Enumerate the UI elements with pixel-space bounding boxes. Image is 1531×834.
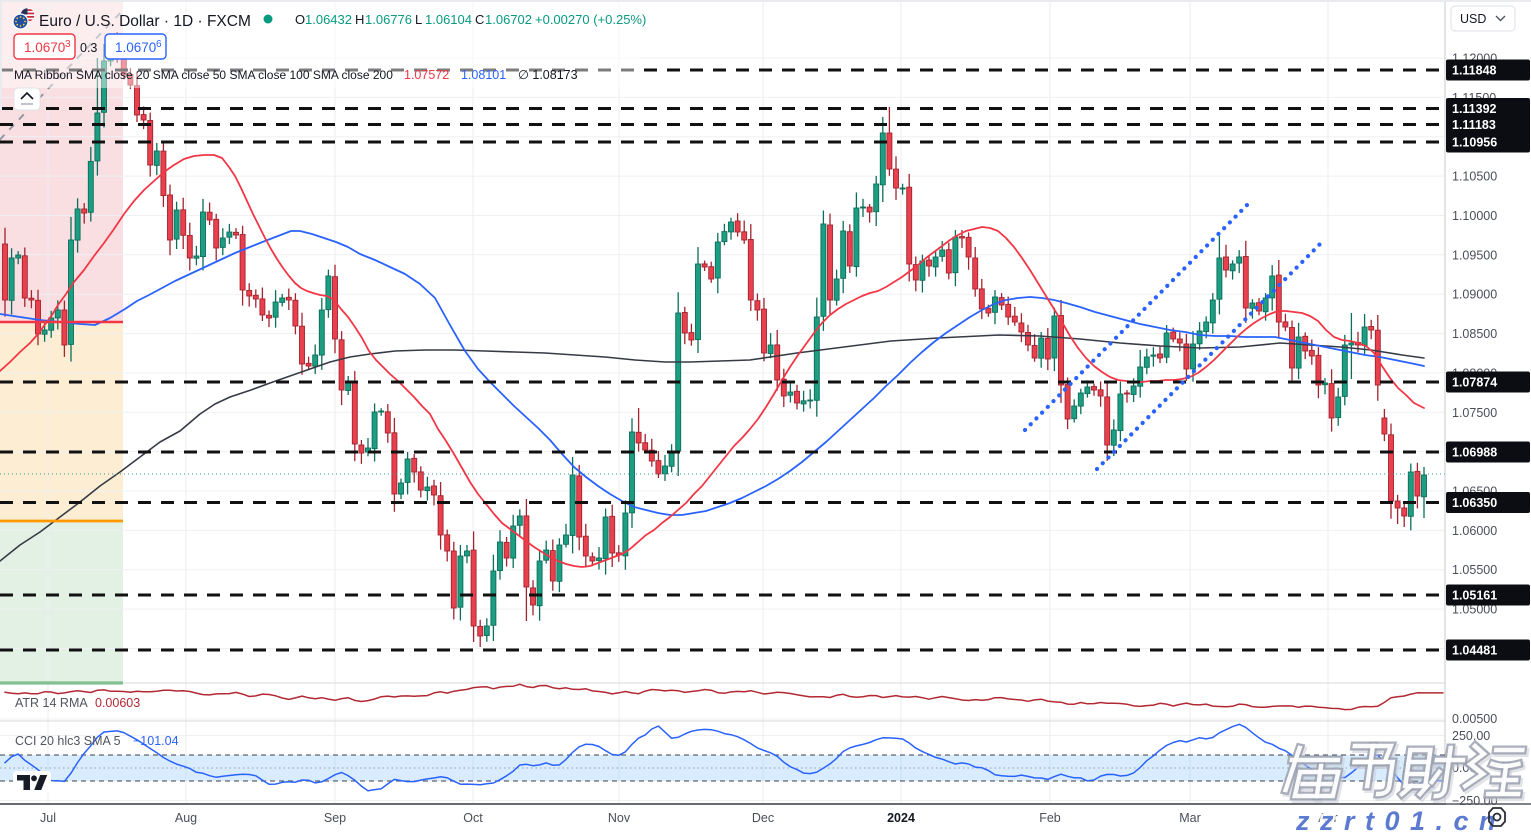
svg-text:Dec: Dec	[752, 811, 774, 825]
svg-text:+0.00270 (+0.25%): +0.00270 (+0.25%)	[535, 12, 646, 27]
svg-text:Apr: Apr	[1318, 811, 1337, 825]
svg-text:2024: 2024	[887, 811, 915, 825]
svg-text:−101.04: −101.04	[133, 734, 179, 748]
svg-text:∅ 1.08173: ∅ 1.08173	[518, 68, 578, 82]
svg-text:1.08101: 1.08101	[461, 68, 506, 82]
svg-text:1.10000: 1.10000	[1452, 209, 1497, 223]
svg-text:Mar: Mar	[1179, 811, 1201, 825]
svg-text:1.06350: 1.06350	[1452, 496, 1497, 510]
svg-text:1.10956: 1.10956	[1452, 136, 1497, 150]
svg-text:L: L	[415, 12, 422, 27]
svg-text:1.06104: 1.06104	[425, 12, 472, 27]
svg-text:z z r t 0 1 . c n: z z r t 0 1 . c n	[1295, 806, 1497, 834]
svg-text:1.06702: 1.06702	[485, 12, 532, 27]
svg-text:Feb: Feb	[1039, 811, 1061, 825]
svg-text:Jul: Jul	[40, 811, 56, 825]
svg-text:1.0670: 1.0670	[115, 40, 156, 55]
svg-text:0.00603: 0.00603	[95, 696, 140, 710]
svg-text:0.3: 0.3	[80, 41, 97, 55]
svg-text:1.06432: 1.06432	[305, 12, 352, 27]
svg-text:1.07500: 1.07500	[1452, 406, 1497, 420]
svg-text:1.09500: 1.09500	[1452, 248, 1497, 262]
svg-text:Euro / U.S. Dollar · 1D · FXCM: Euro / U.S. Dollar · 1D · FXCM	[39, 13, 251, 30]
svg-text:Aug: Aug	[175, 811, 197, 825]
svg-text:1.04481: 1.04481	[1452, 644, 1497, 658]
svg-text:Sep: Sep	[324, 811, 346, 825]
svg-text:0.00500: 0.00500	[1452, 712, 1497, 726]
svg-text:1.07572: 1.07572	[404, 68, 449, 82]
svg-text:1.05161: 1.05161	[1452, 589, 1497, 603]
svg-text:6: 6	[156, 39, 162, 50]
svg-text:250.00: 250.00	[1452, 729, 1490, 743]
svg-text:3: 3	[65, 39, 71, 50]
svg-text:z z r t 0 1 . c n: z z r t 0 1 . c n	[1295, 806, 1497, 834]
svg-text:MA Ribbon SMA close 20 SMA clo: MA Ribbon SMA close 20 SMA close 50 SMA …	[14, 68, 393, 82]
svg-text:1.06000: 1.06000	[1452, 524, 1497, 538]
svg-text:1.06988: 1.06988	[1452, 446, 1497, 460]
svg-text:1.07874: 1.07874	[1452, 376, 1497, 390]
svg-text:O: O	[295, 12, 305, 27]
svg-text:H: H	[355, 12, 364, 27]
svg-text:USD: USD	[1460, 12, 1486, 26]
svg-text:1.08500: 1.08500	[1452, 327, 1497, 341]
svg-text:1.0670: 1.0670	[24, 40, 65, 55]
svg-text:1.09000: 1.09000	[1452, 288, 1497, 302]
svg-text:1.11848: 1.11848	[1452, 64, 1497, 78]
svg-text:Oct: Oct	[463, 811, 483, 825]
svg-text:1.11392: 1.11392	[1452, 102, 1497, 116]
svg-text:ATR 14 RMA: ATR 14 RMA	[15, 696, 88, 710]
svg-text:CCI 20 hlc3 SMA 5: CCI 20 hlc3 SMA 5	[15, 734, 121, 748]
svg-text:C: C	[475, 12, 484, 27]
svg-text:1.11183: 1.11183	[1452, 118, 1496, 132]
svg-text:1.06776: 1.06776	[365, 12, 412, 27]
svg-text:Nov: Nov	[608, 811, 631, 825]
svg-text:1.10500: 1.10500	[1452, 170, 1497, 184]
svg-text:1.05000: 1.05000	[1452, 603, 1497, 617]
svg-text:1.05500: 1.05500	[1452, 563, 1497, 577]
